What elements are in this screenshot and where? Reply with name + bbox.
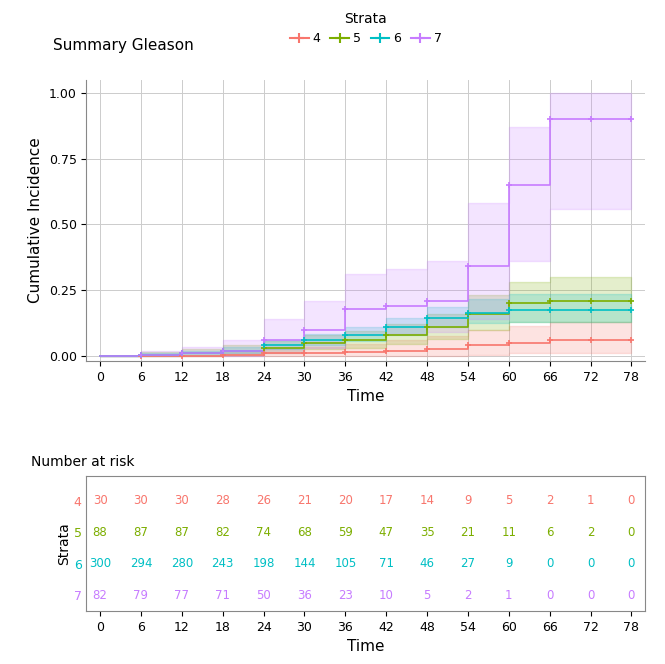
X-axis label: Time: Time [347, 639, 384, 654]
Text: 87: 87 [134, 526, 148, 539]
Text: 77: 77 [174, 589, 190, 602]
Text: 21: 21 [297, 495, 312, 507]
Text: 30: 30 [92, 495, 108, 507]
Text: 0: 0 [628, 495, 635, 507]
Text: 71: 71 [215, 589, 230, 602]
Text: 28: 28 [215, 495, 230, 507]
Text: 88: 88 [92, 526, 108, 539]
Text: 14: 14 [420, 495, 434, 507]
Text: 2: 2 [464, 589, 471, 602]
Text: 17: 17 [378, 495, 394, 507]
Text: 46: 46 [420, 557, 434, 570]
Y-axis label: Cumulative Incidence: Cumulative Incidence [28, 137, 43, 303]
Text: 11: 11 [501, 526, 516, 539]
Text: 0: 0 [628, 526, 635, 539]
Text: 59: 59 [338, 526, 352, 539]
Text: 9: 9 [464, 495, 471, 507]
Text: 0: 0 [628, 557, 635, 570]
Text: 144: 144 [293, 557, 316, 570]
Text: 71: 71 [378, 557, 394, 570]
Text: 2: 2 [587, 526, 595, 539]
X-axis label: Time: Time [347, 390, 384, 404]
Text: 105: 105 [334, 557, 356, 570]
Text: 27: 27 [460, 557, 475, 570]
Text: 30: 30 [134, 495, 148, 507]
Text: 20: 20 [338, 495, 352, 507]
Y-axis label: Strata: Strata [57, 522, 70, 564]
Text: 47: 47 [378, 526, 394, 539]
Text: 0: 0 [546, 557, 553, 570]
Text: 87: 87 [174, 526, 190, 539]
Text: 243: 243 [211, 557, 234, 570]
Text: 30: 30 [174, 495, 190, 507]
Text: 23: 23 [338, 589, 352, 602]
Text: 0: 0 [546, 589, 553, 602]
Text: 6: 6 [546, 526, 553, 539]
Text: 2: 2 [546, 495, 553, 507]
Text: 9: 9 [505, 557, 513, 570]
Legend: 4, 5, 6, 7: 4, 5, 6, 7 [285, 7, 447, 50]
Text: 1: 1 [587, 495, 595, 507]
Text: 198: 198 [253, 557, 275, 570]
Text: 36: 36 [297, 589, 312, 602]
Text: 26: 26 [256, 495, 271, 507]
Text: Number at risk: Number at risk [31, 455, 134, 469]
Text: 5: 5 [505, 495, 513, 507]
Text: Summary Gleason: Summary Gleason [53, 38, 194, 53]
Text: 10: 10 [379, 589, 394, 602]
Text: 300: 300 [89, 557, 111, 570]
Text: 82: 82 [92, 589, 108, 602]
Text: 280: 280 [171, 557, 193, 570]
Text: 0: 0 [628, 589, 635, 602]
Text: 294: 294 [130, 557, 152, 570]
Text: 50: 50 [256, 589, 271, 602]
Text: 79: 79 [134, 589, 148, 602]
Text: 0: 0 [587, 589, 595, 602]
Text: 82: 82 [215, 526, 230, 539]
Text: 74: 74 [256, 526, 271, 539]
Text: 68: 68 [297, 526, 312, 539]
Text: 1: 1 [505, 589, 513, 602]
Text: 5: 5 [424, 589, 431, 602]
Text: 0: 0 [587, 557, 595, 570]
Text: 21: 21 [460, 526, 475, 539]
Text: 35: 35 [420, 526, 434, 539]
